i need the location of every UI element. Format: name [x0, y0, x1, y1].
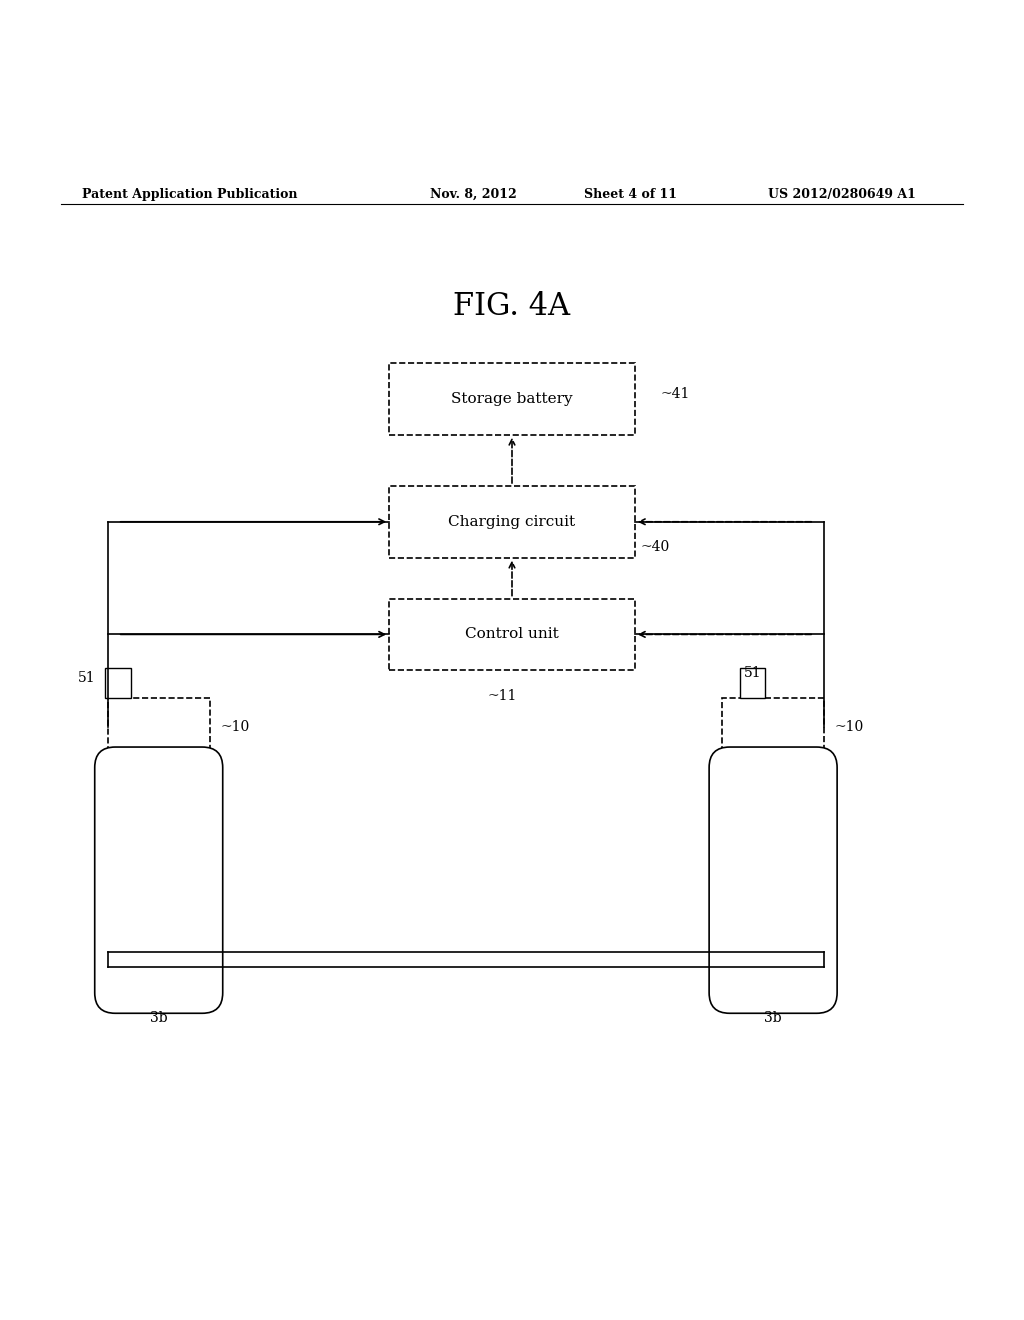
- Text: US 2012/0280649 A1: US 2012/0280649 A1: [768, 187, 915, 201]
- Text: Patent Application Publication: Patent Application Publication: [82, 187, 297, 201]
- FancyBboxPatch shape: [389, 363, 635, 434]
- Text: ~40: ~40: [640, 540, 670, 554]
- Text: ~10: ~10: [220, 719, 250, 734]
- FancyBboxPatch shape: [389, 598, 635, 671]
- Text: 51: 51: [743, 665, 762, 680]
- Text: FIG. 4A: FIG. 4A: [454, 292, 570, 322]
- Text: 51: 51: [78, 671, 96, 685]
- Text: Storage battery: Storage battery: [452, 392, 572, 405]
- FancyBboxPatch shape: [94, 747, 222, 1014]
- FancyBboxPatch shape: [104, 668, 131, 698]
- Text: ~11: ~11: [487, 689, 516, 702]
- FancyBboxPatch shape: [108, 698, 210, 755]
- Text: ~41: ~41: [660, 387, 690, 401]
- Text: Nov. 8, 2012: Nov. 8, 2012: [430, 187, 517, 201]
- FancyBboxPatch shape: [739, 668, 766, 698]
- FancyBboxPatch shape: [709, 747, 838, 1014]
- FancyBboxPatch shape: [389, 486, 635, 557]
- Text: Sheet 4 of 11: Sheet 4 of 11: [584, 187, 677, 201]
- Text: Charging circuit: Charging circuit: [449, 515, 575, 529]
- Text: Control unit: Control unit: [465, 627, 559, 642]
- Text: 3b: 3b: [764, 1011, 782, 1026]
- FancyBboxPatch shape: [722, 698, 824, 755]
- Text: ~10: ~10: [835, 719, 864, 734]
- Text: 3b: 3b: [150, 1011, 168, 1026]
